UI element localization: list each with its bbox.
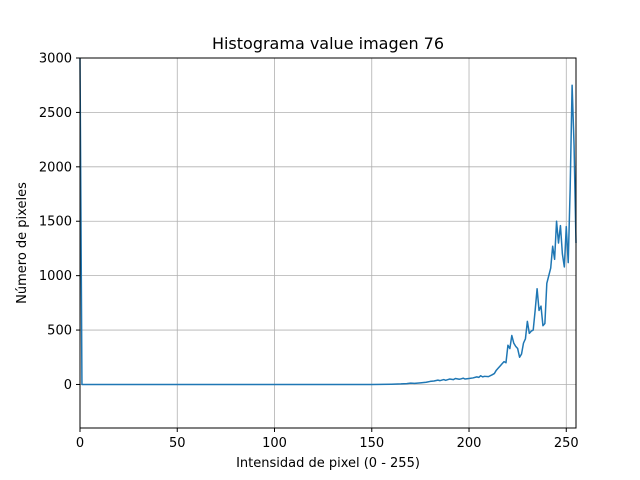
x-tick-label: 50: [169, 436, 186, 451]
plot-frame: [79, 57, 577, 429]
y-axis-ticks: 0 500 1000 1500 2000 2500 3000: [39, 52, 80, 393]
x-tick-label: 200: [457, 436, 482, 451]
grid-lines: [79, 57, 576, 428]
y-tick-label: 2500: [39, 106, 72, 121]
y-tick-label: 500: [47, 324, 72, 339]
y-tick-label: 1000: [39, 269, 72, 284]
x-tick-label: 100: [262, 436, 287, 451]
y-tick-label: 1500: [39, 215, 72, 230]
y-axis-label: Número de pixeles: [15, 182, 30, 304]
y-tick-label: 2000: [39, 160, 72, 175]
histogram-series-line: [79, 57, 577, 386]
x-tick-label: 250: [554, 436, 579, 451]
plot-area: [79, 57, 577, 386]
y-tick-label: 3000: [39, 52, 72, 67]
chart-title: Histograma value imagen 76: [212, 34, 444, 53]
x-tick-label: 0: [76, 436, 84, 451]
x-axis-ticks: 0 50 100 150 200 250: [76, 428, 579, 451]
y-tick-label: 0: [64, 378, 72, 393]
x-tick-label: 150: [359, 436, 384, 451]
x-axis-label: Intensidad de pixel (0 - 255): [236, 456, 420, 471]
